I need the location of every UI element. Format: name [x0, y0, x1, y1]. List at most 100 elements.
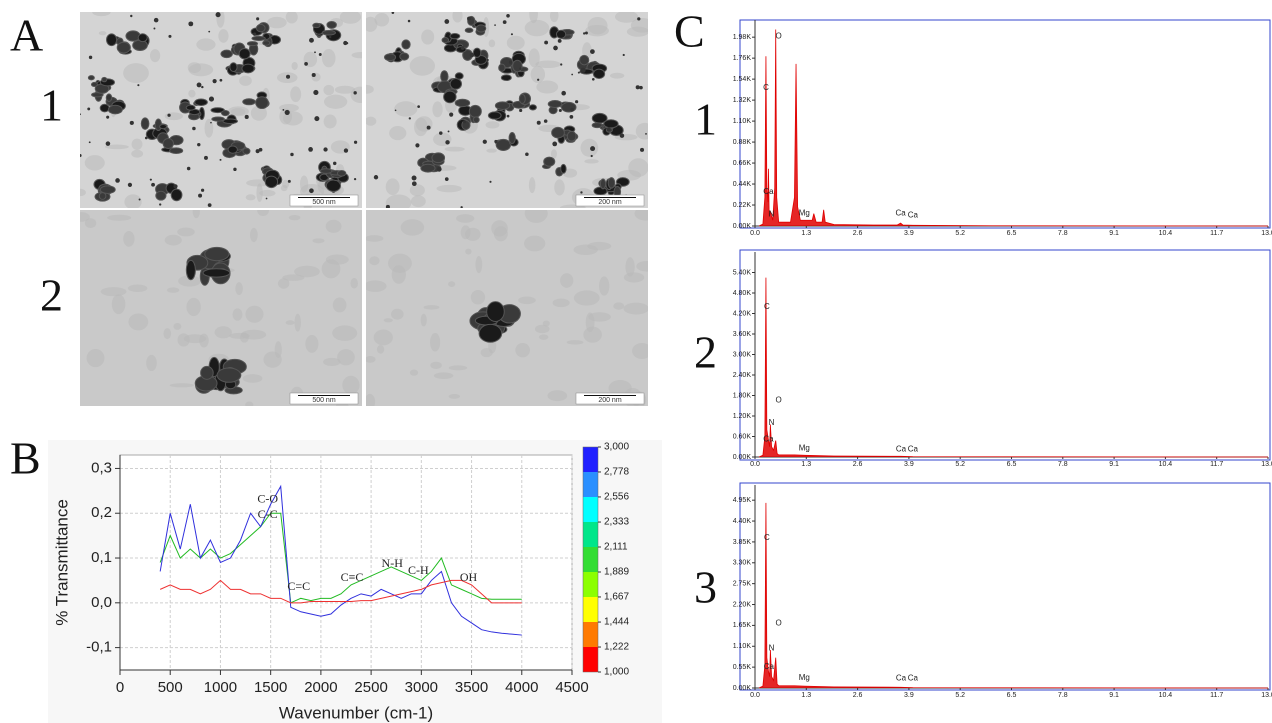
x-tick-label: 3500	[455, 679, 488, 696]
particle	[326, 20, 337, 29]
particle	[558, 108, 562, 113]
particle	[483, 27, 486, 30]
particle	[580, 191, 583, 194]
texture	[257, 210, 269, 216]
annotation: Mg	[799, 673, 810, 682]
x-tick-label: 3.9	[904, 692, 914, 699]
texture	[235, 282, 243, 295]
micrograph-content	[366, 12, 648, 208]
particle	[519, 67, 522, 70]
scale-bar-box	[289, 392, 359, 405]
x-tick-label: 11.7	[1210, 692, 1223, 699]
particle	[590, 154, 593, 158]
x-tick-label: 6.5	[1007, 692, 1017, 699]
texture	[547, 390, 568, 402]
texture	[227, 106, 249, 117]
annotation: N	[769, 643, 775, 652]
texture	[515, 343, 530, 358]
colorbar-band	[583, 497, 598, 522]
particle	[508, 60, 513, 64]
particle	[561, 90, 566, 96]
particle	[188, 21, 194, 27]
texture	[245, 305, 264, 323]
texture	[123, 230, 135, 247]
particle	[444, 19, 450, 24]
particle	[106, 33, 118, 47]
texture	[188, 89, 196, 98]
particle	[88, 141, 91, 144]
x-tick-label: 2000	[304, 679, 337, 696]
particle	[192, 126, 196, 131]
texture	[267, 16, 287, 29]
particle	[580, 67, 586, 73]
texture	[448, 394, 461, 399]
annotation: C-C	[258, 507, 278, 521]
particle	[336, 169, 347, 177]
y-tick-label: 3.30K	[733, 560, 752, 567]
texture	[100, 287, 127, 297]
y-tick-label: 4.95K	[733, 497, 752, 504]
particle	[487, 111, 502, 120]
particle	[212, 79, 217, 84]
y-tick-label: 5.40K	[733, 269, 752, 276]
particle	[512, 59, 523, 73]
particle	[265, 197, 268, 200]
y-tick-label: 0,3	[91, 459, 112, 476]
annotation: O	[776, 31, 782, 40]
annotation: C	[763, 83, 769, 92]
particle	[130, 14, 133, 18]
y-tick-label: 0.44K	[733, 181, 752, 188]
y-tick-label: 1.80K	[733, 392, 752, 399]
x-tick-label: 13.0	[1261, 461, 1272, 468]
texture	[259, 189, 276, 197]
texture	[391, 265, 406, 284]
plot-frame	[739, 19, 1271, 229]
x-tick-label: 0.0	[750, 461, 760, 468]
annotation: Ca	[908, 211, 919, 220]
particle	[252, 32, 257, 36]
particle	[308, 147, 313, 152]
colorbar-band	[583, 647, 598, 672]
texture	[518, 296, 536, 305]
texture	[291, 61, 298, 70]
texture	[192, 210, 200, 219]
annotation: N	[769, 418, 775, 427]
particle	[304, 62, 308, 66]
x-tick-label: 10.4	[1159, 230, 1173, 237]
x-tick-label: 7.8	[1058, 230, 1068, 237]
row-label: 3	[694, 562, 717, 613]
particle	[552, 141, 558, 147]
texture	[608, 379, 632, 397]
y-tick-label: 0.88K	[733, 139, 752, 146]
particle	[439, 131, 443, 135]
particle	[494, 24, 496, 26]
texture	[456, 214, 475, 223]
texture	[366, 84, 374, 94]
plot-frame	[739, 482, 1271, 691]
colorbar-tick-label: 2,556	[604, 492, 629, 503]
texture	[493, 226, 508, 242]
particle	[566, 130, 577, 142]
texture	[339, 12, 362, 24]
colorbar-band	[583, 622, 598, 647]
colorbar-band	[583, 547, 598, 572]
row-label: 1	[694, 94, 717, 145]
particle	[543, 119, 548, 123]
micrograph: 200 nm	[366, 12, 648, 208]
texture	[369, 256, 380, 266]
particle	[328, 35, 332, 39]
colorbar-tick-label: 1,000	[604, 667, 629, 678]
particle	[391, 12, 395, 14]
particle	[211, 116, 225, 122]
x-tick-label: 1.3	[801, 461, 811, 468]
x-tick-label: 10.4	[1159, 692, 1173, 699]
x-tick-label: 3000	[405, 679, 438, 696]
texture	[433, 372, 454, 379]
texture	[366, 355, 376, 363]
y-tick-label: -0,1	[86, 639, 112, 656]
colorbar-tick-label: 1,222	[604, 642, 629, 653]
x-tick-label: 0	[116, 679, 124, 696]
particle	[314, 116, 320, 122]
texture	[204, 118, 214, 138]
